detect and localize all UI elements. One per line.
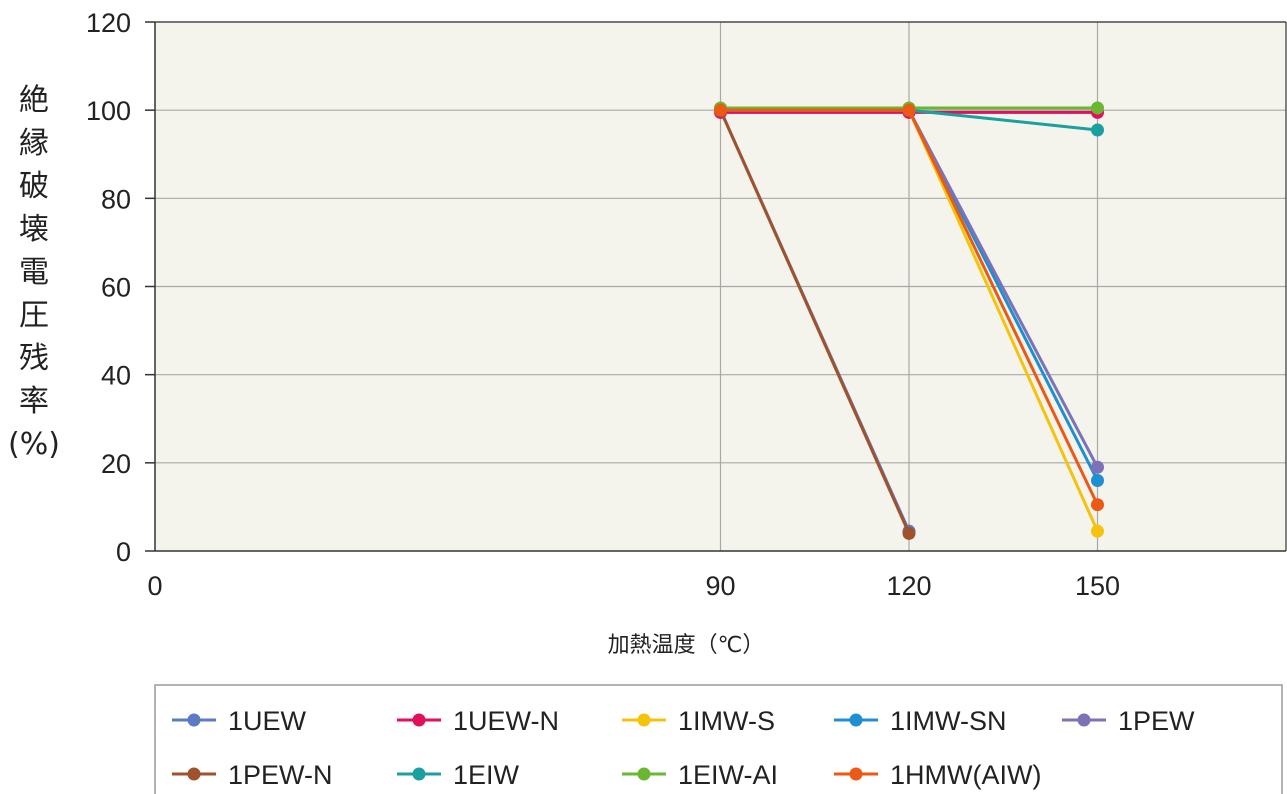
legend-swatch-marker (1077, 713, 1091, 727)
y-label-char: 縁 (19, 126, 49, 161)
legend-item: 1UEW-N (397, 706, 559, 736)
y-tick-label: 120 (86, 8, 131, 38)
legend-swatch-marker (849, 713, 863, 727)
y-tick-label: 0 (116, 537, 131, 567)
series-layer (714, 101, 1104, 540)
y-label-char: 率 (19, 384, 49, 419)
y-label-char: 電 (19, 255, 49, 290)
y-tick-labels: 0 20 40 60 80 100 120 (86, 8, 131, 567)
legend-swatch-marker (187, 767, 201, 781)
x-tick-label: 0 (147, 571, 162, 601)
legend-item: 1PEW-N (172, 760, 333, 790)
data-point (714, 103, 727, 117)
legend-box (154, 684, 1283, 794)
x-tick-label: 120 (886, 571, 931, 601)
legend-label: 1PEW-N (228, 760, 333, 790)
legend-swatch-marker (412, 767, 426, 781)
legend-label: 1IMW-SN (890, 706, 1007, 736)
y-label-char: 残 (19, 341, 49, 376)
y-tick-label: 80 (101, 184, 131, 214)
y-label-char: 絶 (19, 83, 49, 118)
legend-label: 1EIW (453, 760, 520, 790)
series-1hmw-aiw- (714, 103, 1104, 512)
legend-item: 1HMW(AIW) (834, 760, 1041, 790)
legend-swatch-marker (637, 713, 651, 727)
legend-item: 1IMW-SN (834, 706, 1007, 736)
legend-item: 1EIW (397, 760, 520, 790)
y-label-char: 圧 (19, 298, 49, 333)
legend-swatch-marker (412, 713, 426, 727)
legend-label: 1UEW-N (453, 706, 559, 736)
y-tick-label: 40 (101, 361, 131, 391)
axes (145, 21, 1287, 552)
legend: 1UEW 1UEW-N 1IMW-S 1IMW-SN 1PEW 1PEW-N 1EIW 1EI… (154, 684, 1283, 794)
legend-item: 1PEW (1062, 706, 1195, 736)
x-axis-label: 加熱温度（℃） (608, 633, 765, 658)
y-label-char: 破 (19, 169, 49, 204)
legend-item: 1IMW-S (622, 706, 775, 736)
legend-item: 1EIW-AI (622, 760, 778, 790)
y-label-unit: (%) (8, 427, 60, 462)
data-point (1091, 524, 1104, 538)
data-point (902, 526, 916, 540)
x-tick-labels: 0 90 120 150 (147, 571, 1120, 601)
legend-label: 1EIW-AI (678, 760, 778, 790)
data-point (1091, 473, 1104, 487)
legend-swatch-marker (637, 767, 651, 781)
legend-swatch-marker (849, 767, 863, 781)
series-line (719, 109, 911, 534)
y-label-char: 壊 (19, 212, 49, 247)
data-point (1091, 498, 1104, 512)
legend-label: 1UEW (228, 706, 307, 736)
y-tick-label: 100 (86, 96, 131, 126)
data-point (902, 103, 916, 117)
legend-label: 1HMW(AIW) (890, 760, 1041, 790)
legend-label: 1IMW-S (678, 706, 775, 736)
x-tick-label: 90 (705, 571, 735, 601)
x-tick-label: 150 (1075, 571, 1120, 601)
legend-item: 1UEW (172, 706, 307, 736)
y-tick-label: 60 (101, 273, 131, 303)
y-tick-label: 20 (101, 449, 131, 479)
data-point (1091, 101, 1104, 115)
legend-label: 1PEW (1118, 706, 1195, 736)
data-point (1091, 123, 1104, 137)
legend-swatch-marker (187, 713, 201, 727)
data-point (1091, 460, 1104, 474)
